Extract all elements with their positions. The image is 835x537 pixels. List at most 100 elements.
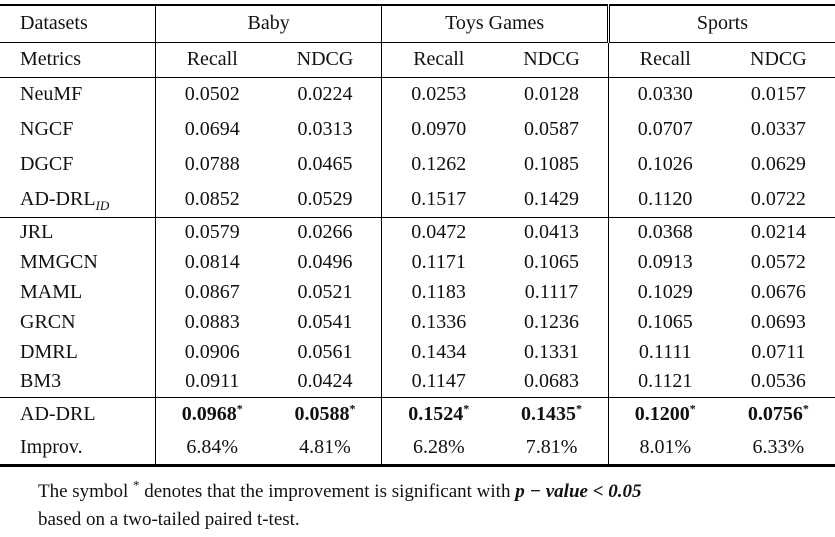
table-row: Improv. 6.84% 4.81% 6.28% 7.81% 8.01% 6.33% xyxy=(0,431,835,465)
group-header-baby: Baby xyxy=(154,5,382,43)
footnote-math-expression: p − value < 0.05 xyxy=(515,480,642,502)
significance-star: * xyxy=(463,401,470,416)
model-name: JRL xyxy=(0,216,156,247)
metric-value: 0.0214 xyxy=(721,216,835,247)
metric-value: 0.1147 xyxy=(381,367,496,397)
table-row: MMGCN 0.0814 0.0496 0.1171 0.1065 0.0913 0.057… xyxy=(0,247,835,277)
metric-value: 0.0756* xyxy=(721,396,835,431)
model-name: NGCF xyxy=(20,118,74,140)
group-header-sports: Sports xyxy=(606,5,835,43)
significance-star: * xyxy=(349,401,356,416)
metric-value: 0.0911 xyxy=(154,367,269,397)
metric-value: 0.1236 xyxy=(524,310,580,333)
metric-value: 0.0629 xyxy=(750,153,806,175)
model-name: GRCN xyxy=(20,310,76,333)
metric-value: 0.1517 xyxy=(381,182,496,217)
table-row: DMRL 0.0906 0.0561 0.1434 0.1331 0.1111 0.0711 xyxy=(0,337,835,367)
model-name-subscript: ID xyxy=(95,197,110,213)
metric-value: 0.0572 xyxy=(750,250,806,273)
metric-value: 0.0587 xyxy=(524,118,580,140)
metric-value: 0.0413 xyxy=(495,216,609,247)
table-row: JRL 0.0579 0.0266 0.0472 0.0413 0.0368 0.0214 xyxy=(0,216,835,247)
footnote-text: The symbol xyxy=(38,480,133,502)
metric-value: 0.0472 xyxy=(381,216,496,247)
metric-value: 8.01% xyxy=(607,431,722,465)
significance-star: * xyxy=(236,401,243,416)
metric-value: 0.1120 xyxy=(607,182,722,217)
metric-value: 0.0266 xyxy=(268,216,382,247)
metric-value: 0.1085 xyxy=(524,153,580,175)
table-row: DGCF 0.0788 0.0465 0.1262 0.1085 0.1026 0.0629 xyxy=(0,147,835,182)
metric-value: 0.0906 xyxy=(154,337,269,367)
model-name: DMRL xyxy=(20,340,78,363)
metric-value: 0.0465 xyxy=(297,153,353,175)
metric-value: 4.81% xyxy=(299,435,351,458)
metric-value: 0.0788 xyxy=(154,147,269,182)
metric-value: 0.1429 xyxy=(524,187,580,210)
metric-value: 0.0424 xyxy=(297,370,353,393)
metric-value: 0.0814 xyxy=(154,247,269,277)
metric-value: 0.0496 xyxy=(297,250,353,273)
metric-value: 0.0707 xyxy=(607,112,722,147)
metric-value: 0.0968* xyxy=(154,396,269,431)
metric-value: 0.0337 xyxy=(750,118,806,140)
metric-col-header-recall: Recall xyxy=(381,42,496,78)
metric-value: 0.0529 xyxy=(297,187,353,210)
metric-value: 0.0711 xyxy=(751,340,806,363)
metric-value: 0.1065 xyxy=(607,307,722,337)
metric-value: 0.1200* xyxy=(607,396,722,431)
metric-value: 0.1434 xyxy=(381,337,496,367)
metric-value: 0.0253 xyxy=(381,77,496,112)
metric-col-header-recall: Recall xyxy=(607,42,722,78)
metric-col-header-recall: Recall xyxy=(154,42,269,78)
metric-value: 0.0541 xyxy=(297,310,353,333)
metric-value: 0.1336 xyxy=(381,307,496,337)
datasets-header-row: Datasets Baby Toys Games Sports xyxy=(0,5,835,43)
table-row: NGCF 0.0694 0.0313 0.0970 0.0587 0.0707 0.0337 xyxy=(0,112,835,147)
model-name: AD-DRLID xyxy=(20,187,110,213)
metric-value: 0.0970 xyxy=(381,112,496,147)
table-footnote: The symbol * denotes that the improvemen… xyxy=(38,478,825,534)
metric-value: 0.0683 xyxy=(524,370,580,393)
metric-value: 0.1065 xyxy=(524,250,580,273)
significance-star: * xyxy=(689,401,696,416)
metric-value: 0.1524* xyxy=(381,396,496,431)
model-name: Improv. xyxy=(20,435,83,458)
metric-value: 0.0502 xyxy=(154,77,269,112)
table-row: NeuMF 0.0502 0.0224 0.0253 0.0128 0.0330 0.015… xyxy=(0,77,835,112)
significance-star: * xyxy=(576,401,583,416)
metric-value: 0.0579 xyxy=(154,216,269,247)
metric-value: 0.1171 xyxy=(381,247,496,277)
metric-value: 0.1111 xyxy=(607,337,722,367)
significance-star: * xyxy=(802,401,809,416)
metric-value: 0.1435* xyxy=(495,396,609,431)
table-row: AD-DRLID 0.0852 0.0529 0.1517 0.1429 0.1120 0.… xyxy=(0,182,835,217)
metric-value: 0.1183 xyxy=(381,277,496,307)
metrics-header-label: Metrics xyxy=(0,42,156,78)
table-row: MAML 0.0867 0.0521 0.1183 0.1117 0.1029 0.0676 xyxy=(0,277,835,307)
model-name: AD-DRL xyxy=(0,396,156,431)
metric-value: 0.0883 xyxy=(154,307,269,337)
model-name: BM3 xyxy=(20,370,62,393)
metric-value: 0.0867 xyxy=(154,277,269,307)
metric-value: 0.1262 xyxy=(381,147,496,182)
metric-value: 0.0536 xyxy=(750,370,806,393)
metric-value: 0.1029 xyxy=(607,277,722,307)
metrics-header-row: Metrics Recall NDCG Recall NDCG Recall N… xyxy=(0,42,835,78)
metric-value: 0.0588* xyxy=(268,396,382,431)
results-table: Datasets Baby Toys Games Sports Metrics … xyxy=(0,4,835,467)
model-name: NeuMF xyxy=(20,83,83,106)
metric-value: 0.1331 xyxy=(524,340,580,363)
metric-value: 6.84% xyxy=(154,431,269,465)
metric-value: 0.0368 xyxy=(607,216,722,247)
datasets-header-label: Datasets xyxy=(0,5,156,43)
metric-value: 0.0693 xyxy=(750,310,806,333)
metric-value: 0.0676 xyxy=(750,280,806,303)
table-row: AD-DRL 0.0968* 0.0588* 0.1524* 0.1435* 0.1200… xyxy=(0,396,835,431)
group-header-toys-games: Toys Games xyxy=(381,5,609,43)
metric-col-header-ndcg: NDCG xyxy=(495,42,609,78)
metric-value: 6.28% xyxy=(381,431,496,465)
metric-value: 0.1121 xyxy=(607,367,722,397)
model-name: DGCF xyxy=(20,153,74,175)
